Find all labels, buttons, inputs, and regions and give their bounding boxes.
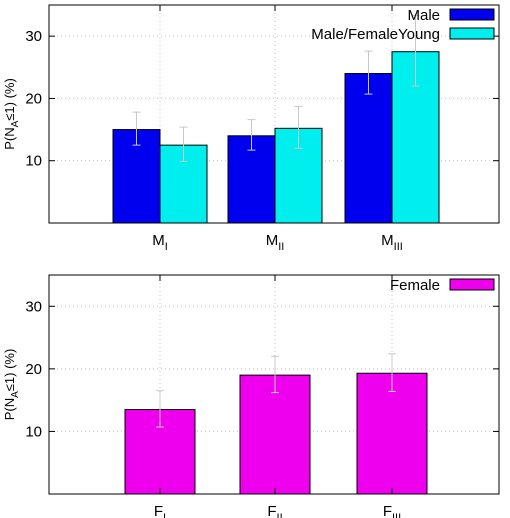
y-tick-label-2: 30 xyxy=(25,298,42,315)
legend-swatch-2 xyxy=(449,27,495,40)
plot-frame xyxy=(48,274,500,495)
legend-label-1: Male xyxy=(407,7,440,24)
bar-female-3 xyxy=(356,372,428,495)
y-tick-label-0: 10 xyxy=(25,423,42,440)
chart-panel-1: 10 20 30 MI MII MIII P(NA≤1) (%) Male Male/Femal… xyxy=(2,4,500,253)
plot-frame xyxy=(48,4,500,224)
x-tick-label-1: FII xyxy=(267,503,282,518)
bar-male-3 xyxy=(344,73,393,224)
error-bar-female-1 xyxy=(156,390,164,428)
error-bar-female-2 xyxy=(271,355,279,394)
chart-panel-2: 10 20 30 FI FII FIII P(NA≤1) (%) Female xyxy=(2,274,500,518)
legend: Female xyxy=(390,277,495,294)
bar-female-2 xyxy=(239,374,311,495)
x-tick-label-0: FI xyxy=(154,503,166,518)
error-bar-male-3 xyxy=(364,50,373,95)
x-tick-label-1: MII xyxy=(266,232,285,253)
y-tick-label-2: 30 xyxy=(25,28,42,45)
x-tick-label-2: MIII xyxy=(381,232,403,253)
x-tick-label-0: MI xyxy=(152,232,168,253)
y-tick-label-0: 10 xyxy=(25,153,42,170)
legend-swatch-1 xyxy=(449,278,495,291)
legend-label-2: Male/FemaleYoung xyxy=(311,26,440,43)
y-tick-label-1: 20 xyxy=(25,90,42,107)
legend-swatch-1 xyxy=(449,8,495,21)
legend-label-1: Female xyxy=(390,277,440,294)
x-tick-label-2: FIII xyxy=(383,503,401,518)
y-tick-label-1: 20 xyxy=(25,361,42,378)
error-bar-male-2 xyxy=(247,119,256,151)
error-bar-male-femaleyoung-1 xyxy=(179,126,188,162)
y-axis-label: P(NA≤1) (%) xyxy=(2,349,21,421)
y-axis-label: P(NA≤1) (%) xyxy=(2,78,21,150)
error-bar-male-1 xyxy=(132,111,141,146)
error-bar-male-femaleyoung-3 xyxy=(411,15,420,87)
error-bar-male-femaleyoung-2 xyxy=(294,106,303,149)
legend: Male Male/FemaleYoung xyxy=(311,7,495,43)
error-bar-female-3 xyxy=(388,353,396,392)
